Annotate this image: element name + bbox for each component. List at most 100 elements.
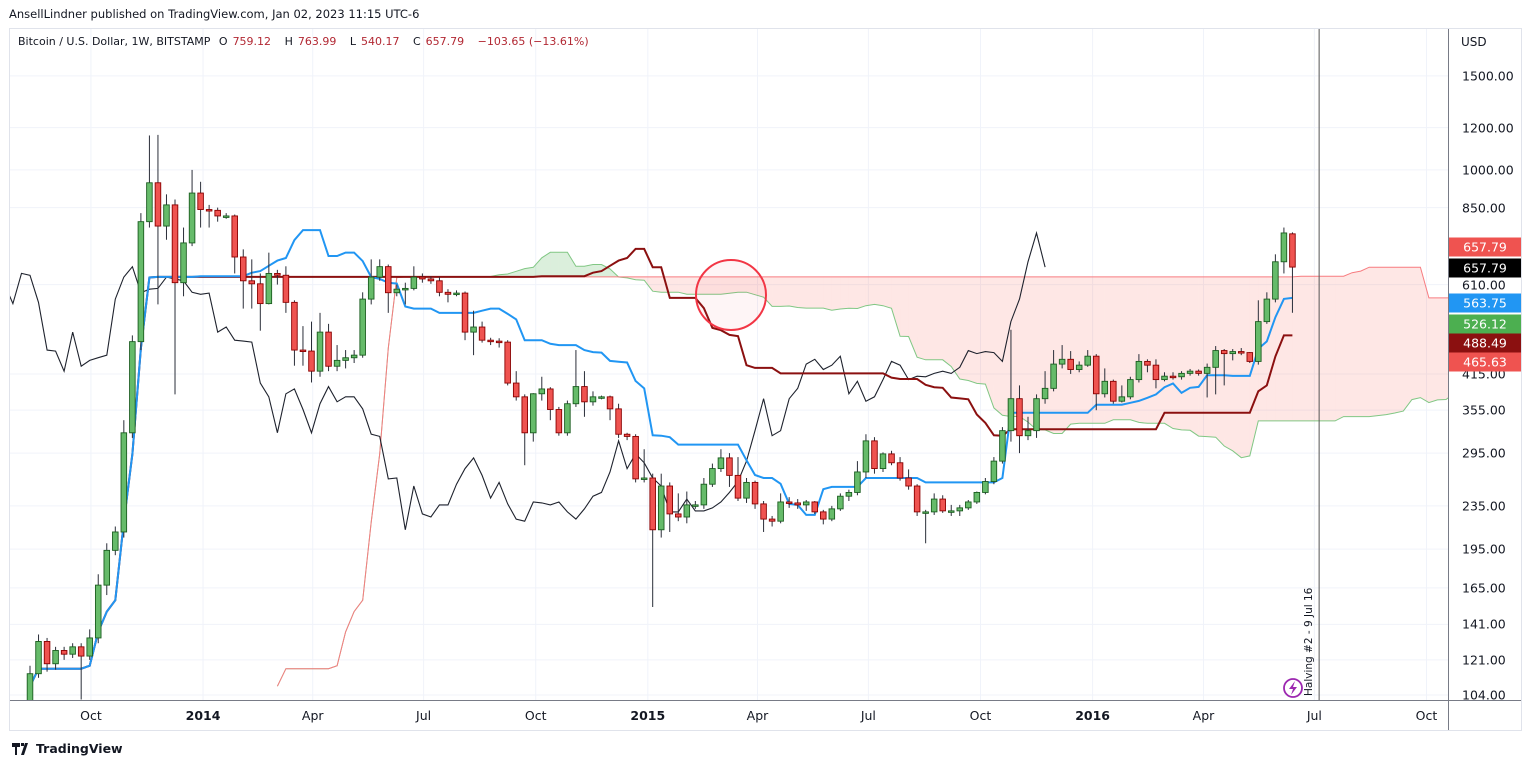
candle[interactable] [1272, 254, 1279, 303]
candle[interactable] [26, 665, 34, 709]
candle[interactable] [615, 403, 622, 438]
candle[interactable] [86, 629, 93, 660]
candle[interactable] [419, 273, 426, 283]
candle[interactable] [350, 350, 358, 364]
lightning-icon[interactable] [1283, 678, 1303, 698]
candle[interactable] [103, 543, 111, 596]
candle[interactable] [291, 300, 298, 366]
candle[interactable] [188, 169, 196, 247]
candle[interactable] [939, 495, 946, 513]
circle-annotation[interactable] [695, 259, 767, 331]
candle[interactable] [777, 493, 784, 524]
candle[interactable] [1169, 372, 1177, 380]
candle[interactable] [205, 204, 213, 228]
candle[interactable] [342, 350, 349, 369]
candle[interactable] [530, 393, 537, 442]
candle[interactable] [1152, 359, 1160, 389]
candle[interactable] [308, 321, 315, 383]
candle[interactable] [120, 420, 128, 538]
candle[interactable] [734, 457, 742, 501]
candle[interactable] [137, 213, 145, 351]
candle[interactable] [1255, 300, 1262, 365]
candle[interactable] [94, 574, 102, 644]
candle[interactable] [982, 478, 989, 495]
candle[interactable] [564, 400, 571, 436]
candle[interactable] [52, 646, 59, 670]
candle[interactable] [1229, 349, 1236, 361]
candle[interactable] [717, 449, 725, 472]
candle[interactable] [675, 493, 682, 522]
candle[interactable] [896, 457, 904, 481]
candle[interactable] [640, 449, 648, 483]
candle[interactable] [1135, 354, 1143, 383]
candle[interactable] [785, 497, 793, 508]
candle[interactable] [1118, 385, 1126, 403]
candle[interactable] [1075, 361, 1083, 373]
candle[interactable] [743, 478, 750, 503]
candle[interactable] [623, 432, 631, 441]
candle[interactable] [794, 499, 801, 509]
candle[interactable] [1263, 292, 1271, 324]
candle[interactable] [402, 282, 409, 305]
candle[interactable] [990, 457, 998, 485]
candle[interactable] [1084, 350, 1091, 367]
candle[interactable] [947, 504, 955, 516]
candle[interactable] [1110, 379, 1117, 404]
candle[interactable] [700, 478, 708, 509]
candle[interactable] [265, 252, 273, 305]
candle[interactable] [973, 491, 981, 504]
candle[interactable] [257, 273, 264, 331]
candle[interactable] [112, 526, 119, 556]
candle[interactable] [512, 371, 520, 401]
candle[interactable] [709, 463, 716, 487]
candle[interactable] [1007, 329, 1015, 442]
candle[interactable] [427, 276, 435, 284]
candle[interactable] [1092, 354, 1100, 411]
candle[interactable] [1212, 346, 1219, 395]
candle[interactable] [649, 473, 656, 607]
candle[interactable] [538, 376, 546, 401]
candle[interactable] [487, 337, 494, 346]
candle[interactable] [333, 345, 341, 372]
candle[interactable] [436, 277, 443, 297]
candle[interactable] [598, 395, 605, 400]
candle[interactable] [504, 340, 511, 386]
candle[interactable] [77, 643, 85, 700]
candle[interactable] [1144, 359, 1151, 373]
candle[interactable] [129, 335, 136, 438]
candle[interactable] [1220, 349, 1228, 386]
candle[interactable] [913, 484, 921, 516]
candle[interactable] [274, 269, 281, 285]
candle[interactable] [1203, 363, 1211, 398]
candle[interactable] [461, 291, 469, 341]
candle[interactable] [589, 391, 597, 406]
candle[interactable] [879, 452, 887, 472]
candle[interactable] [248, 259, 256, 309]
candle[interactable] [1067, 351, 1074, 374]
candle[interactable] [60, 646, 68, 660]
candle[interactable] [811, 500, 819, 514]
candle[interactable] [282, 266, 290, 313]
candle[interactable] [751, 480, 759, 509]
candle[interactable] [180, 227, 187, 297]
candle[interactable] [888, 450, 895, 466]
candle[interactable] [632, 434, 639, 483]
candle[interactable] [820, 509, 827, 525]
candle[interactable] [1101, 368, 1109, 398]
candle[interactable] [547, 387, 554, 421]
candle[interactable] [956, 504, 964, 516]
candle[interactable] [376, 259, 383, 281]
candle[interactable] [845, 489, 853, 501]
candle[interactable] [1195, 369, 1202, 376]
candle[interactable] [581, 371, 588, 417]
candle[interactable] [299, 326, 307, 366]
candle[interactable] [239, 249, 247, 309]
candle[interactable] [828, 505, 836, 522]
candle[interactable] [862, 434, 870, 479]
candle[interactable] [1186, 368, 1194, 376]
candle[interactable] [385, 264, 392, 313]
candle[interactable] [359, 292, 366, 358]
candle[interactable] [1016, 385, 1023, 454]
candle[interactable] [214, 207, 221, 222]
